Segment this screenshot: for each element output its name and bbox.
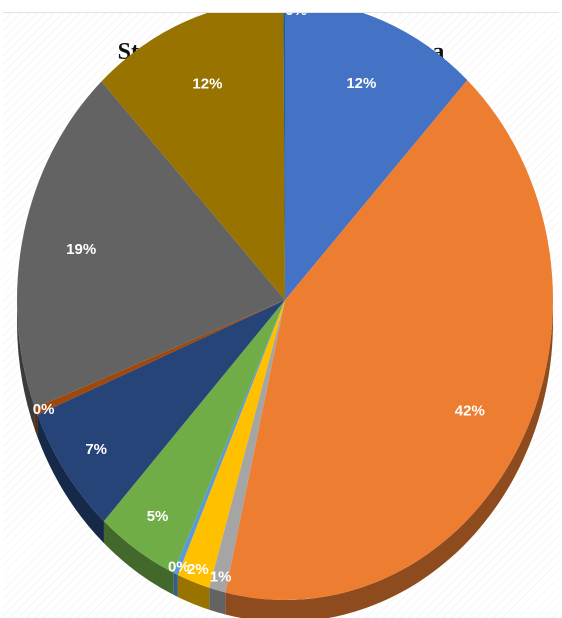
pie-slice-1 xyxy=(285,13,468,300)
pie-slice-label-1: 12% xyxy=(346,75,376,92)
pie-slice-label-6: 5% xyxy=(147,508,169,525)
pie-slice-side-3 xyxy=(209,587,226,615)
pie-slice-label-11: 0% xyxy=(285,13,307,19)
pie-slice-9 xyxy=(17,81,285,408)
pie-slice-4 xyxy=(177,300,285,588)
pie-chart: 12%42%1%2%0%5%7%0%19%12%0% xyxy=(17,13,554,618)
pie-slice-side-6 xyxy=(103,521,174,595)
pie-slice-label-7: 7% xyxy=(85,441,107,458)
pie-slice-5 xyxy=(173,300,285,575)
chart-frame: Struktura rashoda 2022. godina 12%42%1%2… xyxy=(3,12,559,618)
pie-slice-label-4: 2% xyxy=(187,561,209,578)
pie-labels: 12%42%1%2%0%5%7%0%19%12%0% xyxy=(33,13,485,586)
pie-slice-side-8 xyxy=(34,407,38,437)
pie-slice-side-7 xyxy=(37,414,104,544)
pie-slice-3 xyxy=(209,300,285,593)
pie-slice-8 xyxy=(34,300,285,415)
pie-slice-side-9 xyxy=(17,300,35,430)
pie-slice-label-8: 0% xyxy=(33,401,55,418)
pie-slices xyxy=(17,13,554,601)
pie-slice-2 xyxy=(225,80,554,601)
pie-slice-10 xyxy=(101,13,285,300)
pie-depth xyxy=(17,300,553,618)
pie-slice-label-5: 0% xyxy=(168,559,190,576)
pie-slice-label-9: 19% xyxy=(66,241,96,258)
pie-slice-label-10: 12% xyxy=(192,76,222,93)
pie-slice-side-5 xyxy=(173,572,178,597)
pie-slice-label-2: 42% xyxy=(455,402,485,419)
pie-slice-side-4 xyxy=(177,574,210,610)
pie-slice-label-3: 1% xyxy=(210,569,232,586)
pie-slice-6 xyxy=(103,300,285,573)
pie-slice-11 xyxy=(283,13,285,300)
pie-slice-7 xyxy=(37,300,285,522)
